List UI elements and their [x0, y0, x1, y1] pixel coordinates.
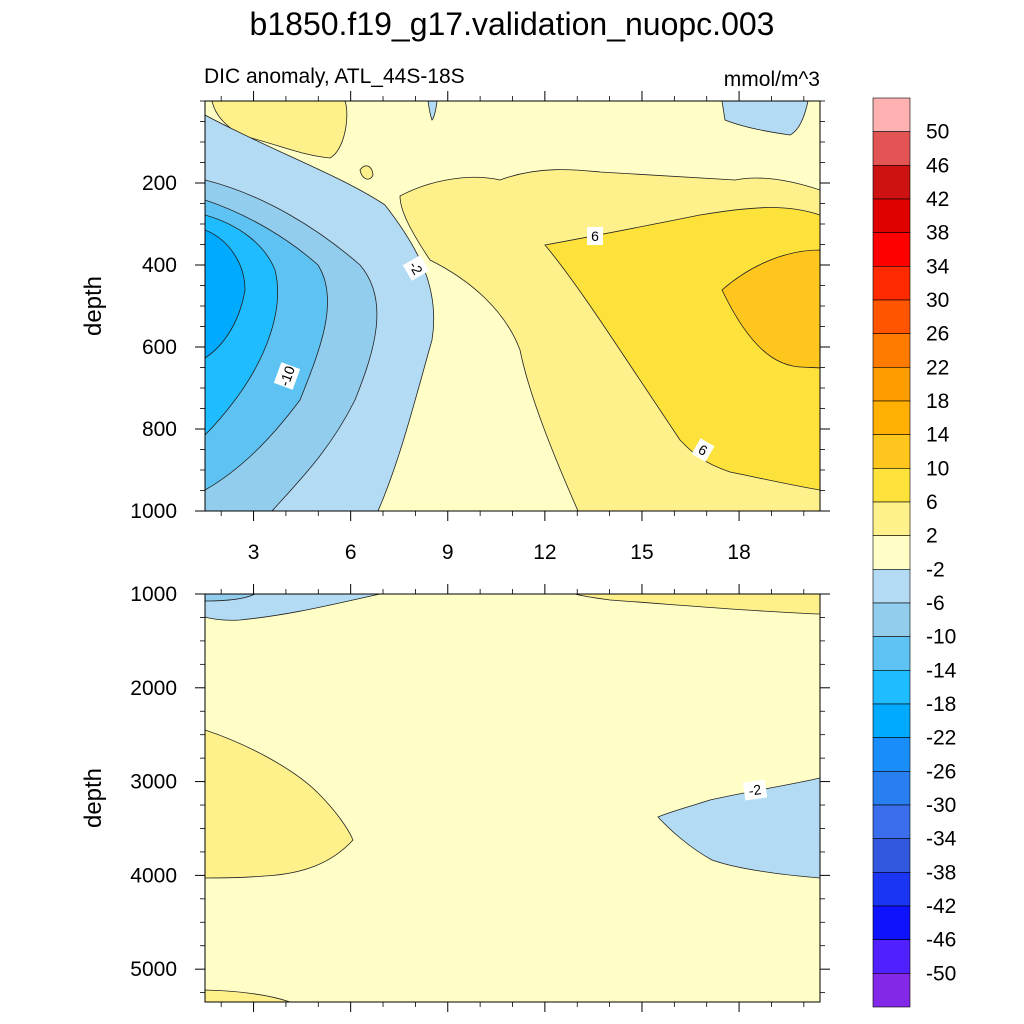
- colorbar-swatch: [872, 838, 911, 873]
- colorbar-swatch: [872, 636, 911, 671]
- bottom-ytick-label: 3000: [130, 771, 177, 794]
- label-bg-pos6-a: [587, 227, 603, 245]
- colorbar-label: 34: [926, 255, 950, 278]
- contour-label-pos6-a: 6: [591, 228, 599, 244]
- label-bg-pos6-b: [691, 438, 715, 462]
- colorbar-label: -38: [926, 861, 956, 884]
- bottom-ytick-label: 2000: [130, 677, 177, 700]
- top-region-pos2-b: [211, 101, 348, 159]
- colorbar-swatch: [872, 905, 911, 940]
- bottom-region-neg-top: [205, 594, 381, 621]
- colorbar-label: -50: [926, 962, 956, 985]
- top-ytick-label: 400: [142, 254, 177, 277]
- colorbar-label: 30: [926, 289, 949, 312]
- colorbar-label: 6: [926, 491, 938, 514]
- colorbar-label: -6: [926, 592, 945, 615]
- units-label: mmol/m^3: [724, 68, 820, 91]
- colorbar-label: -34: [926, 828, 957, 851]
- colorbar-label: 46: [926, 154, 949, 177]
- top-ytick-label: 600: [142, 336, 177, 359]
- colorbar-label: -14: [926, 659, 957, 682]
- colorbar-label: 14: [926, 424, 950, 447]
- top-panel: [205, 101, 820, 511]
- colorbar-label: -26: [926, 760, 956, 783]
- top-xtick-label: 6: [345, 541, 357, 564]
- colorbar-label: 42: [926, 188, 949, 211]
- bottom-axes: 1000 2000 3000 4000 5000: [130, 583, 830, 1012]
- colorbar-label: -42: [926, 895, 956, 918]
- colorbar-swatch: [872, 771, 911, 806]
- colorbar-label: 38: [926, 222, 949, 245]
- top-ytick-label: 1000: [130, 500, 177, 523]
- colorbar-label: -22: [926, 727, 956, 750]
- top-xtick-label: 9: [442, 541, 454, 564]
- colorbar-swatch: [872, 232, 911, 267]
- label-bg-neg2: [402, 255, 430, 281]
- top-region-neg-blip: [427, 101, 438, 121]
- bottom-region-pos-top-right: [574, 594, 820, 615]
- colorbar-swatch: [872, 97, 911, 132]
- top-region-neg22: [205, 229, 246, 359]
- colorbar-label: -2: [926, 558, 945, 581]
- colorbar-swatch: [872, 939, 911, 974]
- colorbar-swatch: [872, 569, 911, 604]
- colorbar-label: 22: [926, 356, 949, 379]
- colorbar: 50 46 42 38 34 30 26 22 18 14 10 6 2 -2 -6 -10 -14 -18 -22…: [872, 97, 957, 1008]
- colorbar-swatch: [872, 670, 911, 705]
- colorbar-label: 50: [926, 121, 949, 144]
- colorbar-label: 26: [926, 323, 949, 346]
- contour-label-neg10: -10: [276, 364, 298, 389]
- top-region-neg-ne: [721, 101, 809, 136]
- colorbar-label: -30: [926, 794, 956, 817]
- top-xtick-label: 12: [533, 541, 556, 564]
- colorbar-label: 2: [926, 525, 938, 548]
- top-xtick-label: 18: [727, 541, 750, 564]
- colorbar-swatch: [872, 266, 911, 301]
- colorbar-swatch: [872, 198, 911, 233]
- bottom-contour-labels: -2: [742, 779, 768, 801]
- top-xtick-label: 3: [248, 541, 260, 564]
- colorbar-swatch: [872, 737, 911, 772]
- colorbar-swatch: [872, 333, 911, 368]
- bottom-ytick-label: 4000: [130, 864, 177, 887]
- colorbar-swatch: [872, 434, 911, 469]
- bottom-panel: [205, 594, 820, 1002]
- colorbar-swatch: [872, 367, 911, 402]
- label-bg-bottom-neg2: [742, 779, 768, 801]
- contour-label-bottom-neg2: -2: [748, 781, 763, 799]
- bottom-ytick-label: 1000: [130, 583, 177, 606]
- colorbar-swatch: [872, 165, 911, 200]
- top-xtick-label: 15: [630, 541, 653, 564]
- colorbar-label: -10: [926, 626, 956, 649]
- colorbar-label: 18: [926, 390, 949, 413]
- bottom-region-pos-west: [205, 729, 354, 879]
- colorbar-swatch: [872, 535, 911, 570]
- colorbar-swatch: [872, 602, 911, 637]
- bottom-ytick-label: 5000: [130, 958, 177, 981]
- colorbar-swatch: [872, 299, 911, 334]
- colorbar-swatch: [872, 501, 911, 536]
- colorbar-label: -18: [926, 693, 956, 716]
- top-region-pos2-island: [359, 165, 374, 180]
- colorbar-swatch: [872, 804, 911, 839]
- chart-title: b1850.f19_g17.validation_nuopc.003: [250, 6, 775, 42]
- colorbar-label: 10: [926, 457, 949, 480]
- label-bg-neg10: [273, 362, 301, 390]
- colorbar-swatch: [872, 703, 911, 738]
- top-contour-labels: -2 -10 6 6: [273, 227, 715, 462]
- colorbar-swatch: [872, 872, 911, 907]
- colorbar-swatch: [872, 973, 911, 1008]
- bottom-ylabel: depth: [80, 768, 107, 828]
- chart-subtitle: DIC anomaly, ATL_44S-18S: [204, 65, 465, 88]
- colorbar-swatch: [872, 468, 911, 503]
- colorbar-label: -46: [926, 929, 956, 952]
- top-axes: 3 6 9 12 15 18 200 400 600 800 1000: [130, 91, 830, 564]
- top-ytick-label: 800: [142, 418, 177, 441]
- colorbar-swatch: [872, 131, 911, 166]
- top-ylabel: depth: [80, 276, 107, 336]
- top-ytick-label: 200: [142, 172, 177, 195]
- colorbar-swatch: [872, 400, 911, 435]
